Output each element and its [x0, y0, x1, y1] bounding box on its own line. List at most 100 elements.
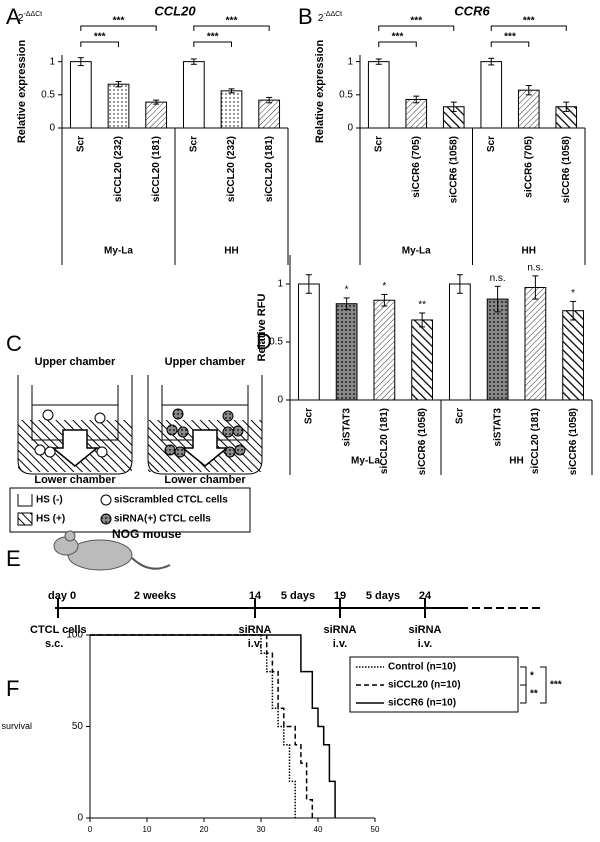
mouse-label: NOG mouse: [112, 527, 182, 541]
x-tick-label: Scr: [455, 408, 466, 424]
unit-label: 2-ΔΔCt: [18, 11, 42, 24]
x-tick-label: siCCR6 (1058): [417, 408, 428, 475]
legend-label: siRNA(+) CTCL cells: [114, 514, 211, 525]
x-tick-label: siSTAT3: [341, 408, 352, 447]
x-tick-label: siCCR6 (705): [411, 136, 422, 198]
timeline-label: 24: [419, 590, 432, 602]
bar: [258, 99, 281, 129]
x-tick-label: siCCL20 (232): [113, 136, 124, 202]
transwell-right: [147, 375, 263, 475]
significance-bracket: [378, 41, 417, 47]
x-tick-label: 0: [88, 825, 93, 834]
significance-bracket: [80, 41, 119, 47]
y-tick-label: 100: [66, 630, 83, 641]
x-tick-label: Scr: [373, 136, 384, 152]
bar: [367, 61, 390, 129]
panel-label: A: [6, 4, 21, 29]
error-bar: [525, 85, 532, 96]
legend-icon: [100, 494, 112, 506]
error-bar: [419, 312, 426, 328]
timeline-event: siRNA: [238, 624, 271, 636]
significance-label: ***: [410, 16, 422, 27]
chart-title: CCL20: [154, 3, 196, 18]
error-bar: [413, 95, 420, 104]
x-tick-label: siCCL20 (181): [151, 136, 162, 202]
timeline-event: siRNA: [408, 624, 441, 636]
error-bar: [532, 275, 539, 300]
error-bar: [266, 96, 273, 104]
comparison-label: ***: [550, 680, 562, 691]
timeline-label: 14: [249, 590, 262, 602]
comparison-label: **: [530, 689, 538, 700]
significance-label: n.s.: [490, 273, 506, 284]
legend-icon: [100, 513, 112, 525]
legend-label: HS (+): [36, 514, 65, 525]
x-tick-label: 30: [257, 825, 266, 834]
significance-bracket: [80, 25, 157, 31]
y-tick-label: 0: [347, 123, 353, 134]
error-bar: [570, 300, 577, 321]
mouse-icon: [53, 530, 171, 571]
bar: [373, 299, 396, 401]
timeline-event: siRNA: [323, 624, 356, 636]
error-bar: [228, 88, 235, 94]
x-tick-label: siCCL20 (181): [530, 408, 541, 474]
significance-label: ***: [113, 16, 125, 27]
comparison-bracket: [520, 666, 527, 686]
error-bar: [305, 274, 312, 294]
legend-label: Control (n=10): [388, 662, 456, 673]
x-tick-label: Scr: [486, 136, 497, 152]
y-axis-label: Percent survival: [0, 721, 32, 731]
bar: [335, 303, 358, 401]
legend-box: [9, 487, 251, 533]
x-tick-label: siCCR6 (1058): [448, 136, 459, 203]
significance-bracket: [490, 41, 530, 47]
timeline-event: CTCL cells: [30, 624, 87, 636]
error-bar: [456, 274, 463, 294]
significance-bracket: [193, 41, 232, 47]
x-tick-label: 50: [371, 825, 380, 834]
panel-label: F: [6, 676, 19, 701]
bar: [524, 286, 547, 401]
legend-label: HS (-): [36, 495, 63, 506]
error-bar: [375, 58, 382, 65]
survival-line: [90, 634, 336, 818]
group-label: HH: [509, 456, 523, 467]
bar: [182, 61, 205, 129]
bar: [448, 283, 471, 401]
bar: [480, 61, 503, 129]
significance-label: ***: [226, 16, 238, 27]
comparison-bracket: [520, 684, 527, 704]
y-tick-label: 0: [277, 395, 283, 406]
significance-label: **: [418, 300, 426, 311]
y-axis-label: Relative expression: [314, 40, 326, 144]
error-bar: [153, 99, 160, 105]
y-tick-label: 0.5: [41, 89, 55, 100]
x-tick-label: siCCR6 (705): [523, 136, 534, 198]
group-label: HH: [224, 246, 238, 257]
y-tick-label: 1: [347, 56, 353, 67]
chamber-label: Upper chamber: [35, 356, 116, 368]
timeline-label: day 0: [48, 590, 76, 602]
bar: [69, 61, 92, 129]
bar: [297, 283, 320, 401]
significance-label: ***: [523, 16, 535, 27]
error-bar: [343, 297, 350, 311]
timeline-label: 19: [334, 590, 346, 602]
y-tick-label: 1: [277, 279, 283, 290]
y-axis-label: Relative RFU: [256, 294, 268, 362]
x-tick-label: 10: [143, 825, 152, 834]
timeline-event: i.v.: [248, 638, 262, 650]
timeline-event: s.c.: [45, 638, 63, 650]
bar: [486, 298, 509, 401]
bar: [107, 83, 130, 129]
timeline-label: 2 weeks: [134, 590, 176, 602]
y-tick-label: 0: [77, 813, 83, 824]
x-tick-label: 40: [314, 825, 323, 834]
y-tick-label: 1: [49, 56, 55, 67]
y-tick-label: 0.5: [339, 89, 353, 100]
panel-label: E: [6, 546, 21, 571]
significance-label: *: [571, 288, 575, 299]
legend-label: siCCR6 (n=10): [388, 698, 456, 709]
unit-exponent: -ΔΔCt: [323, 11, 342, 18]
